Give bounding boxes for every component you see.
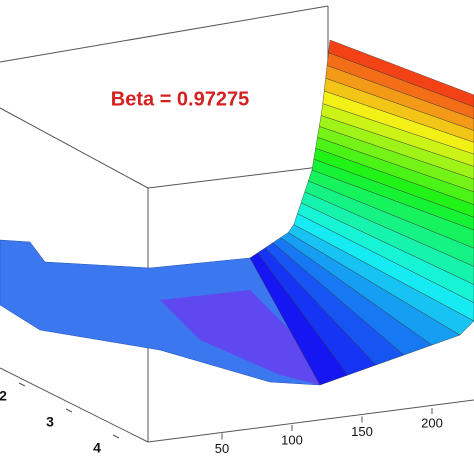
frame-edge	[0, 107, 149, 189]
x-tick-label: 200	[421, 415, 443, 430]
surface-band	[297, 202, 474, 303]
surface-band	[326, 52, 474, 119]
y-tick-label: 2	[0, 388, 7, 404]
y-tick	[65, 408, 73, 413]
frame-edge	[0, 367, 149, 443]
surface-band	[325, 65, 474, 131]
surface-band	[328, 39, 474, 108]
surface-band	[287, 224, 474, 336]
surface-band	[300, 191, 474, 285]
y-tick	[18, 382, 26, 387]
surface-band	[315, 137, 474, 205]
surface-band	[319, 115, 474, 180]
surface-band	[320, 103, 474, 167]
surface-band	[293, 213, 474, 322]
frame-edge	[0, 5, 329, 63]
y-tick	[112, 434, 120, 439]
surface-band	[304, 180, 474, 267]
annotation: Beta = 0.97275	[111, 88, 249, 110]
x-tick-label: 50	[215, 441, 229, 456]
surface	[0, 39, 474, 386]
surface-band	[308, 169, 474, 249]
frame-edge	[147, 399, 474, 443]
surface-band	[311, 158, 474, 231]
surface-trough	[160, 290, 320, 385]
surface-band	[317, 126, 474, 193]
y-tick-label: 4	[93, 440, 101, 456]
surface-band	[322, 90, 474, 155]
y-tick-label: 3	[46, 414, 54, 430]
surface-band	[323, 77, 474, 143]
x-tick-label: 150	[351, 424, 373, 439]
surface-band	[313, 147, 474, 218]
x-tick-label: 100	[281, 432, 303, 447]
